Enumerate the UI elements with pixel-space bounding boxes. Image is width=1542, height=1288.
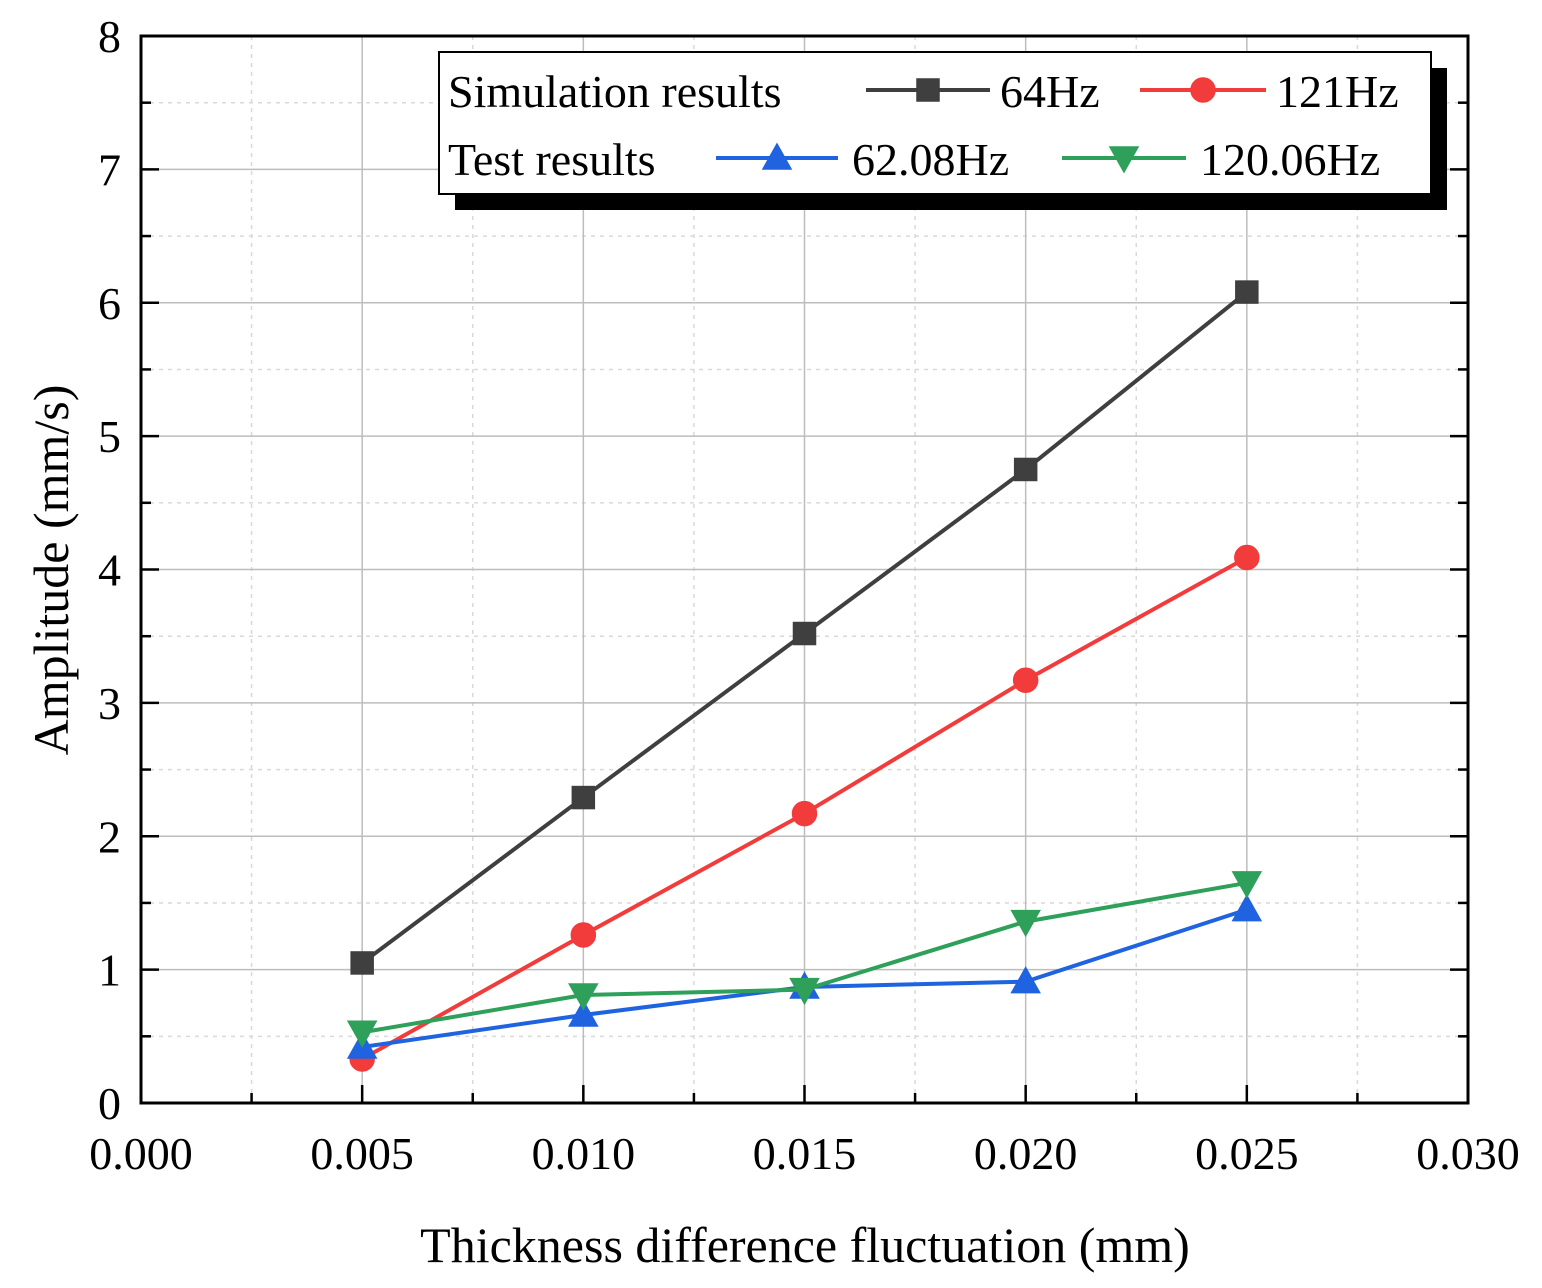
- legend: Simulation results Test results 64Hz 121H…: [438, 51, 1447, 210]
- data-point-121hz: [791, 800, 818, 827]
- legend-group-simulation: Simulation results: [448, 66, 782, 117]
- data-point-62-08hz: [568, 999, 599, 1027]
- series-64hz: [350, 280, 1259, 975]
- plot-area: [346, 280, 1263, 1072]
- data-point-121hz: [570, 922, 597, 948]
- legend-entry-64hz: 64Hz: [866, 66, 1100, 117]
- legend-group-test: Test results: [448, 134, 656, 185]
- legend-label-120-06hz: 120.06Hz: [1200, 134, 1380, 185]
- x-tick-label: 0.015: [753, 1128, 857, 1179]
- data-point-64hz: [1235, 280, 1259, 304]
- x-axis-title: Thickness difference fluctuation (mm): [420, 1217, 1190, 1273]
- legend-entry-121hz: 121Hz: [1140, 66, 1399, 117]
- data-point-121hz: [1234, 544, 1260, 571]
- legend-entries: 64Hz 121Hz 62.08Hz 120.06Hz: [716, 66, 1399, 185]
- x-tick-label: 0.000: [89, 1128, 193, 1179]
- legend-label-62-08hz: 62.08Hz: [852, 134, 1009, 185]
- legend-marker-120-06hz: [1108, 146, 1140, 174]
- y-tick-label: 7: [98, 144, 121, 195]
- y-tick-label: 0: [98, 1078, 121, 1129]
- legend-label-121hz: 121Hz: [1276, 66, 1399, 117]
- legend-label-64hz: 64Hz: [1000, 66, 1100, 117]
- series-121hz: [349, 544, 1260, 1072]
- x-tick-label: 0.010: [532, 1128, 636, 1179]
- data-point-62-08hz: [1010, 966, 1041, 994]
- y-tick-label: 1: [98, 945, 121, 996]
- data-point-120-06hz: [1231, 871, 1263, 899]
- data-point-121hz: [1012, 667, 1039, 693]
- y-axis-title: Amplitude (mm/s): [23, 385, 79, 756]
- data-point-120-06hz: [1010, 909, 1041, 938]
- data-point-64hz: [350, 951, 374, 975]
- legend-marker-64hz: [916, 78, 940, 102]
- data-point-120-06hz: [568, 983, 599, 1011]
- y-tick-label: 6: [98, 278, 121, 329]
- legend-marker-121hz: [1190, 77, 1216, 103]
- y-tick-label: 5: [98, 411, 121, 462]
- series-120-06hz: [346, 871, 1263, 1048]
- data-point-64hz: [571, 785, 596, 810]
- y-tick-label: 2: [98, 811, 121, 862]
- data-point-120-06hz: [789, 977, 820, 1006]
- data-point-64hz: [1013, 457, 1038, 482]
- data-point-62-08hz: [1231, 894, 1263, 922]
- x-tick-label: 0.030: [1416, 1128, 1520, 1179]
- legend-entry-62-08hz: 62.08Hz: [716, 134, 1009, 185]
- y-tick-label: 3: [98, 678, 121, 729]
- x-tick-label: 0.005: [310, 1128, 414, 1179]
- y-tick-label: 8: [98, 11, 121, 62]
- legend-box: [438, 51, 1432, 195]
- data-point-64hz: [792, 621, 817, 646]
- legend-entry-120-06hz: 120.06Hz: [1062, 134, 1380, 185]
- tick-labels: 0.000 0.005 0.010 0.015 0.020 0.025 0.030 0 1 2 3 4…: [89, 11, 1520, 1179]
- legend-marker-62-08hz: [761, 142, 793, 170]
- x-tick-label: 0.020: [974, 1128, 1078, 1179]
- axis-ticks: [139, 34, 1470, 1105]
- data-point-120-06hz: [346, 1020, 378, 1048]
- y-tick-label: 4: [98, 545, 121, 596]
- x-tick-label: 0.025: [1195, 1128, 1299, 1179]
